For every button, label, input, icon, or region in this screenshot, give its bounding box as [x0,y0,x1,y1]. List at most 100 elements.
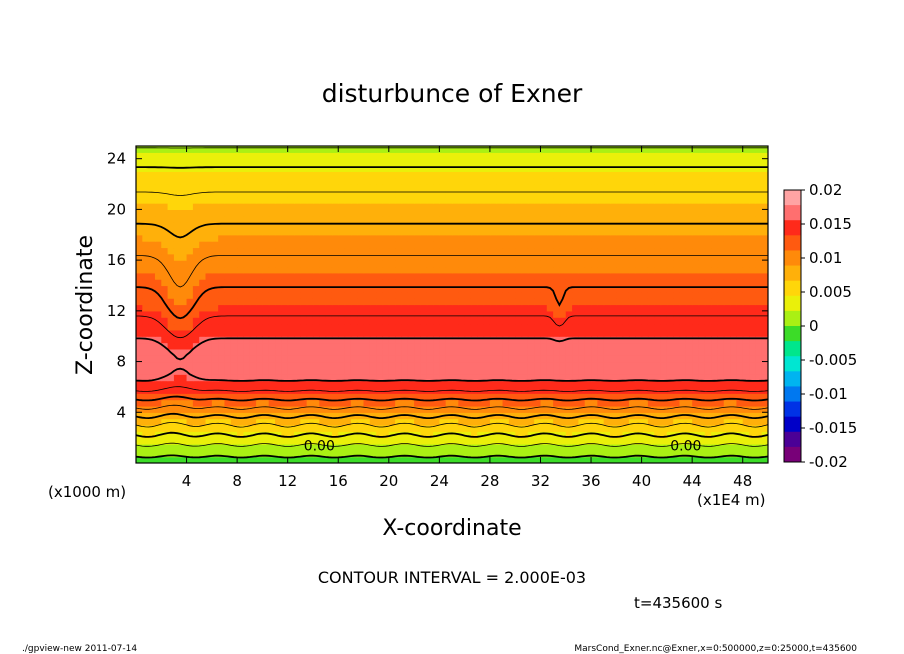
field-cell [148,374,156,382]
field-cell [761,336,768,344]
field-cell [654,241,662,249]
field-cell [275,418,282,426]
field-cell [445,177,453,185]
field-cell [736,158,744,166]
field-cell [420,234,428,242]
field-cell [477,298,485,306]
field-cell [742,266,750,274]
field-cell [515,437,523,445]
field-cell [521,298,529,306]
field-cell [407,329,415,337]
field-cell [319,266,327,274]
field-cell [711,367,719,375]
field-cell [211,374,219,382]
field-cell [508,431,516,439]
field-cell [578,279,586,287]
field-cell [540,355,548,363]
field-cell [704,317,712,325]
field-cell [622,209,630,217]
field-cell [647,253,655,261]
field-cell [489,367,497,375]
field-cell [300,222,308,230]
field-cell [161,158,169,166]
field-cell [350,342,358,350]
field-cell [306,190,314,198]
field-cell [654,323,662,331]
field-cell [635,418,643,426]
field-cell [610,374,617,382]
field-cell [319,228,327,236]
field-cell [426,304,434,312]
field-cell [281,209,289,217]
field-cell [559,165,567,172]
field-cell [685,393,693,401]
field-cell [496,215,504,223]
field-cell [515,209,523,217]
field-cell [622,222,630,230]
field-cell [717,310,725,318]
field-cell [369,260,377,268]
field-cell [192,171,200,179]
field-cell [483,171,491,179]
field-cell [458,405,466,413]
field-cell [426,374,434,382]
field-cell [584,355,592,363]
field-cell [426,209,434,217]
field-cell [376,310,384,318]
field-cell [414,215,421,223]
field-cell [136,171,143,179]
field-cell [420,367,428,375]
field-cell [205,247,213,255]
field-cell [628,317,636,325]
field-cell [142,450,150,458]
field-cell [616,203,624,210]
field-cell [660,272,668,280]
field-cell [357,310,365,318]
field-cell [711,285,719,293]
field-cell [148,158,156,166]
field-cell [338,234,346,242]
field-cell [723,228,731,236]
field-cell [711,380,719,388]
field-cell [749,190,756,198]
field-cell [294,266,301,274]
field-cell [312,374,320,382]
field-cell [338,323,346,331]
field-cell [515,146,523,153]
field-cell [685,247,693,255]
field-cell [395,304,403,312]
field-cell [483,424,491,432]
field-cell [395,405,403,413]
field-cell [717,450,725,458]
field-cell [243,222,251,230]
field-cell [584,304,592,312]
field-cell [553,386,561,394]
field-cell [439,165,447,172]
field-cell [591,177,598,185]
field-cell [180,342,188,350]
field-cell [496,342,504,350]
field-cell [249,329,257,337]
field-cell [742,399,750,407]
field-cell [420,285,428,293]
field-cell [540,266,548,274]
field-cell [281,234,289,242]
field-cell [508,228,516,236]
field-cell [666,291,674,299]
field-cell [628,222,636,230]
field-cell [325,380,333,388]
field-cell [243,342,251,350]
field-cell [603,234,611,242]
field-cell [243,412,251,420]
field-cell [515,304,523,312]
field-cell [622,399,630,407]
field-cell [502,241,510,249]
field-cell [420,310,428,318]
field-cell [540,348,548,356]
field-cell [540,152,548,160]
field-cell [610,348,617,356]
field-cell [622,241,630,249]
field-cell [275,222,282,230]
field-cell [660,355,668,363]
field-cell [704,215,712,223]
